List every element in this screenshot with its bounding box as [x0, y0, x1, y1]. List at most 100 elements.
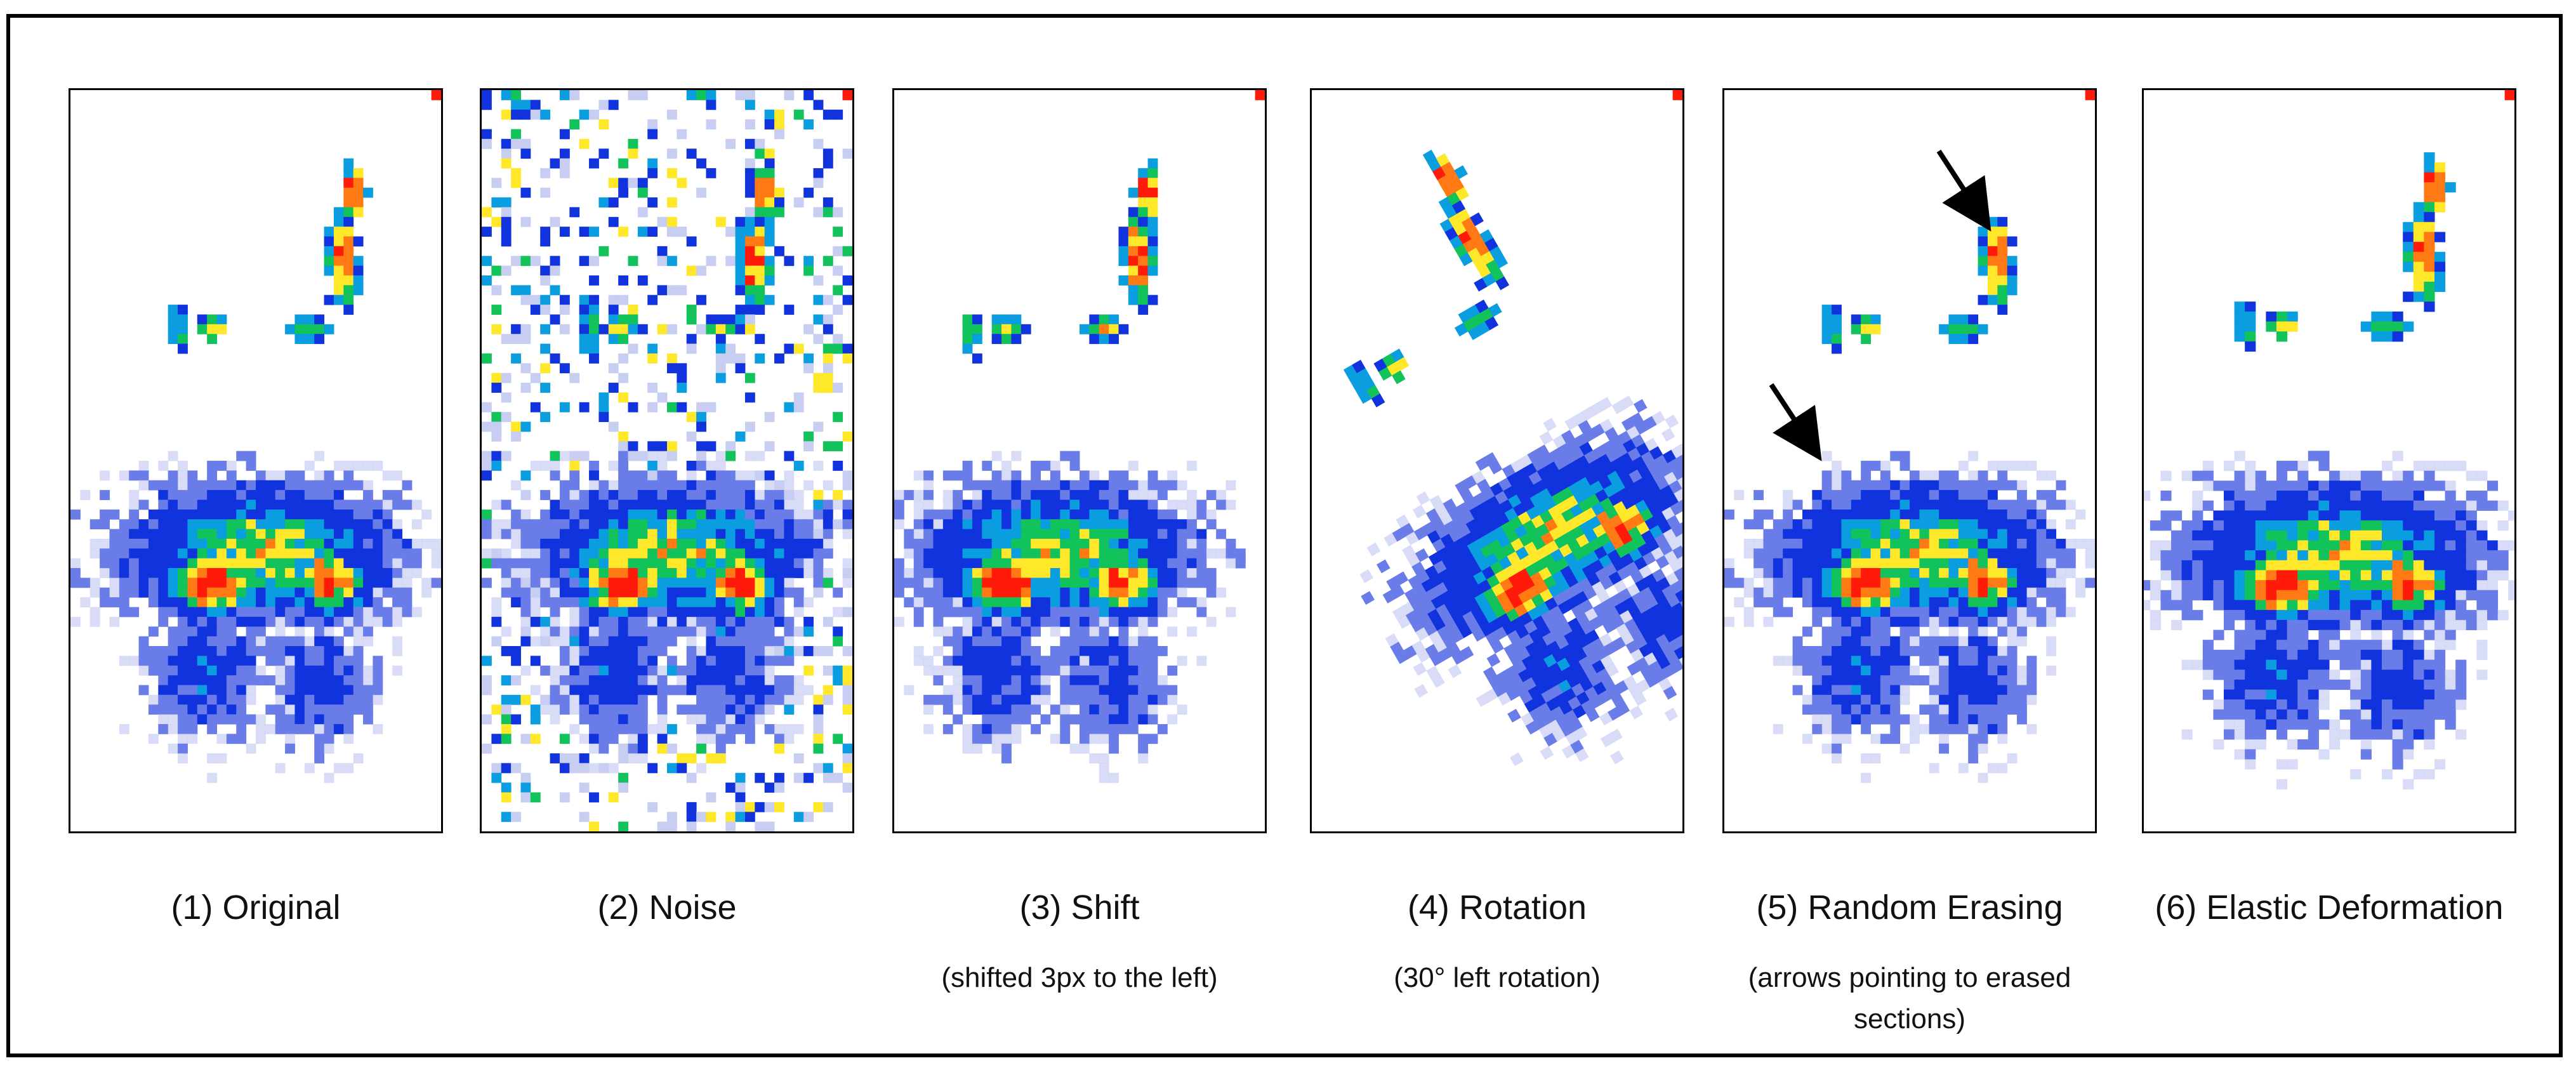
heatmap-pixel [1880, 587, 1891, 598]
heatmap-pixel [1622, 439, 1637, 453]
heatmap-pixel [1138, 294, 1149, 305]
heatmap-pixel [158, 568, 169, 578]
heatmap-pixel [285, 470, 295, 481]
heatmap-pixel [725, 353, 736, 364]
heatmap-pixel [256, 470, 266, 481]
heatmap-pixel [1138, 548, 1149, 559]
heatmap-pixel [1460, 567, 1474, 581]
heatmap-pixel [285, 597, 295, 608]
heatmap-pixel [187, 587, 198, 598]
heatmap-pixel [1890, 597, 1901, 608]
heatmap-pixel [1832, 529, 1842, 539]
heatmap-pixel [148, 704, 159, 715]
heatmap-pixel [1475, 457, 1489, 471]
heatmap-pixel [216, 548, 227, 559]
heatmap-pixel [1997, 461, 2008, 471]
heatmap-pixel [1997, 256, 2008, 267]
heatmap-pixel [1763, 558, 1774, 569]
heatmap-pixel [411, 538, 422, 549]
heatmap-pixel [1001, 636, 1012, 647]
heatmap-pixel [363, 490, 373, 500]
heatmap-pixel [1040, 587, 1051, 598]
heatmap-pixel [1099, 675, 1109, 685]
heatmap-pixel [1481, 251, 1495, 265]
heatmap-pixel [744, 100, 755, 110]
heatmap-pixel [1812, 558, 1823, 569]
heatmap-pixel [1861, 772, 1872, 783]
heatmap-pixel [1724, 616, 1734, 627]
heatmap-pixel [1821, 548, 1832, 559]
heatmap-pixel [246, 675, 256, 685]
heatmap-pixel [774, 568, 784, 578]
heatmap-pixel [178, 597, 188, 608]
heatmap-pixel [1384, 532, 1397, 547]
heatmap-pixel [178, 470, 188, 481]
heatmap-pixel [187, 734, 198, 744]
heatmap-pixel [657, 519, 668, 530]
heatmap-pixel [569, 763, 580, 774]
heatmap-pixel [1595, 567, 1609, 582]
heatmap-pixel [793, 499, 804, 510]
heatmap-pixel [2056, 480, 2066, 491]
heatmap-pixel [1378, 367, 1392, 381]
heatmap-pixel [923, 723, 934, 734]
heatmap-pixel [991, 509, 1002, 520]
heatmap-pixel [363, 607, 373, 618]
heatmap-pixel [207, 646, 218, 656]
heatmap-pixel [511, 334, 521, 345]
heatmap-pixel [1978, 538, 1988, 549]
heatmap-pixel [696, 685, 706, 696]
heatmap-pixel [1958, 558, 1969, 569]
heatmap-pixel [1734, 578, 1745, 588]
heatmap-pixel [942, 490, 953, 500]
heatmap-pixel [1647, 481, 1661, 496]
heatmap-pixel [1461, 217, 1476, 232]
heatmap-pixel [187, 616, 198, 627]
heatmap-pixel [197, 314, 208, 325]
heatmap-pixel [764, 227, 775, 237]
heatmap-pixel [1604, 426, 1618, 441]
heatmap-pixel [991, 714, 1002, 725]
heatmap-pixel [589, 568, 599, 578]
heatmap-pixel [2075, 538, 2086, 549]
heatmap-pixel [343, 646, 354, 656]
heatmap-pixel [207, 772, 218, 783]
heatmap-pixel [1031, 568, 1041, 578]
heatmap-pixel [363, 509, 373, 520]
heatmap-pixel [1939, 529, 1949, 539]
heatmap-pixel [2445, 500, 2456, 511]
heatmap-pixel [1655, 555, 1670, 569]
heatmap-pixel [1001, 616, 1012, 627]
heatmap-pixel [813, 578, 824, 588]
heatmap-pixel [1978, 616, 1988, 627]
heatmap-pixel [1128, 704, 1139, 715]
heatmap-pixel [1060, 646, 1071, 656]
heatmap-pixel [324, 578, 334, 588]
heatmap-pixel [80, 578, 91, 588]
heatmap-pixel [294, 324, 305, 334]
heatmap-pixel [1069, 461, 1080, 471]
heatmap-pixel [1001, 656, 1012, 666]
heatmap-pixel [1623, 675, 1637, 689]
heatmap-pixel [1089, 538, 1100, 549]
heatmap-pixel [1679, 654, 1682, 668]
heatmap-pixel [962, 636, 973, 647]
heatmap-pixel [236, 723, 247, 734]
heatmap-pixel [618, 519, 629, 530]
heatmap-pixel [1099, 704, 1109, 715]
heatmap-pixel [1919, 587, 1930, 598]
heatmap-pixel [1020, 324, 1031, 334]
heatmap-pixel [2234, 530, 2245, 541]
heatmap-pixel [1432, 617, 1446, 631]
heatmap-pixel [913, 499, 924, 510]
heatmap-pixel [1128, 568, 1139, 578]
heatmap-pixel [1929, 685, 1939, 696]
heatmap-pixel [598, 509, 609, 520]
heatmap-pixel [1566, 438, 1580, 452]
heatmap-pixel [1550, 627, 1565, 642]
heatmap-pixel [1473, 492, 1487, 506]
heatmap-pixel [559, 665, 570, 676]
heatmap-pixel [1663, 607, 1677, 621]
heatmap-pixel [314, 607, 325, 618]
heatmap-pixel [491, 772, 502, 783]
